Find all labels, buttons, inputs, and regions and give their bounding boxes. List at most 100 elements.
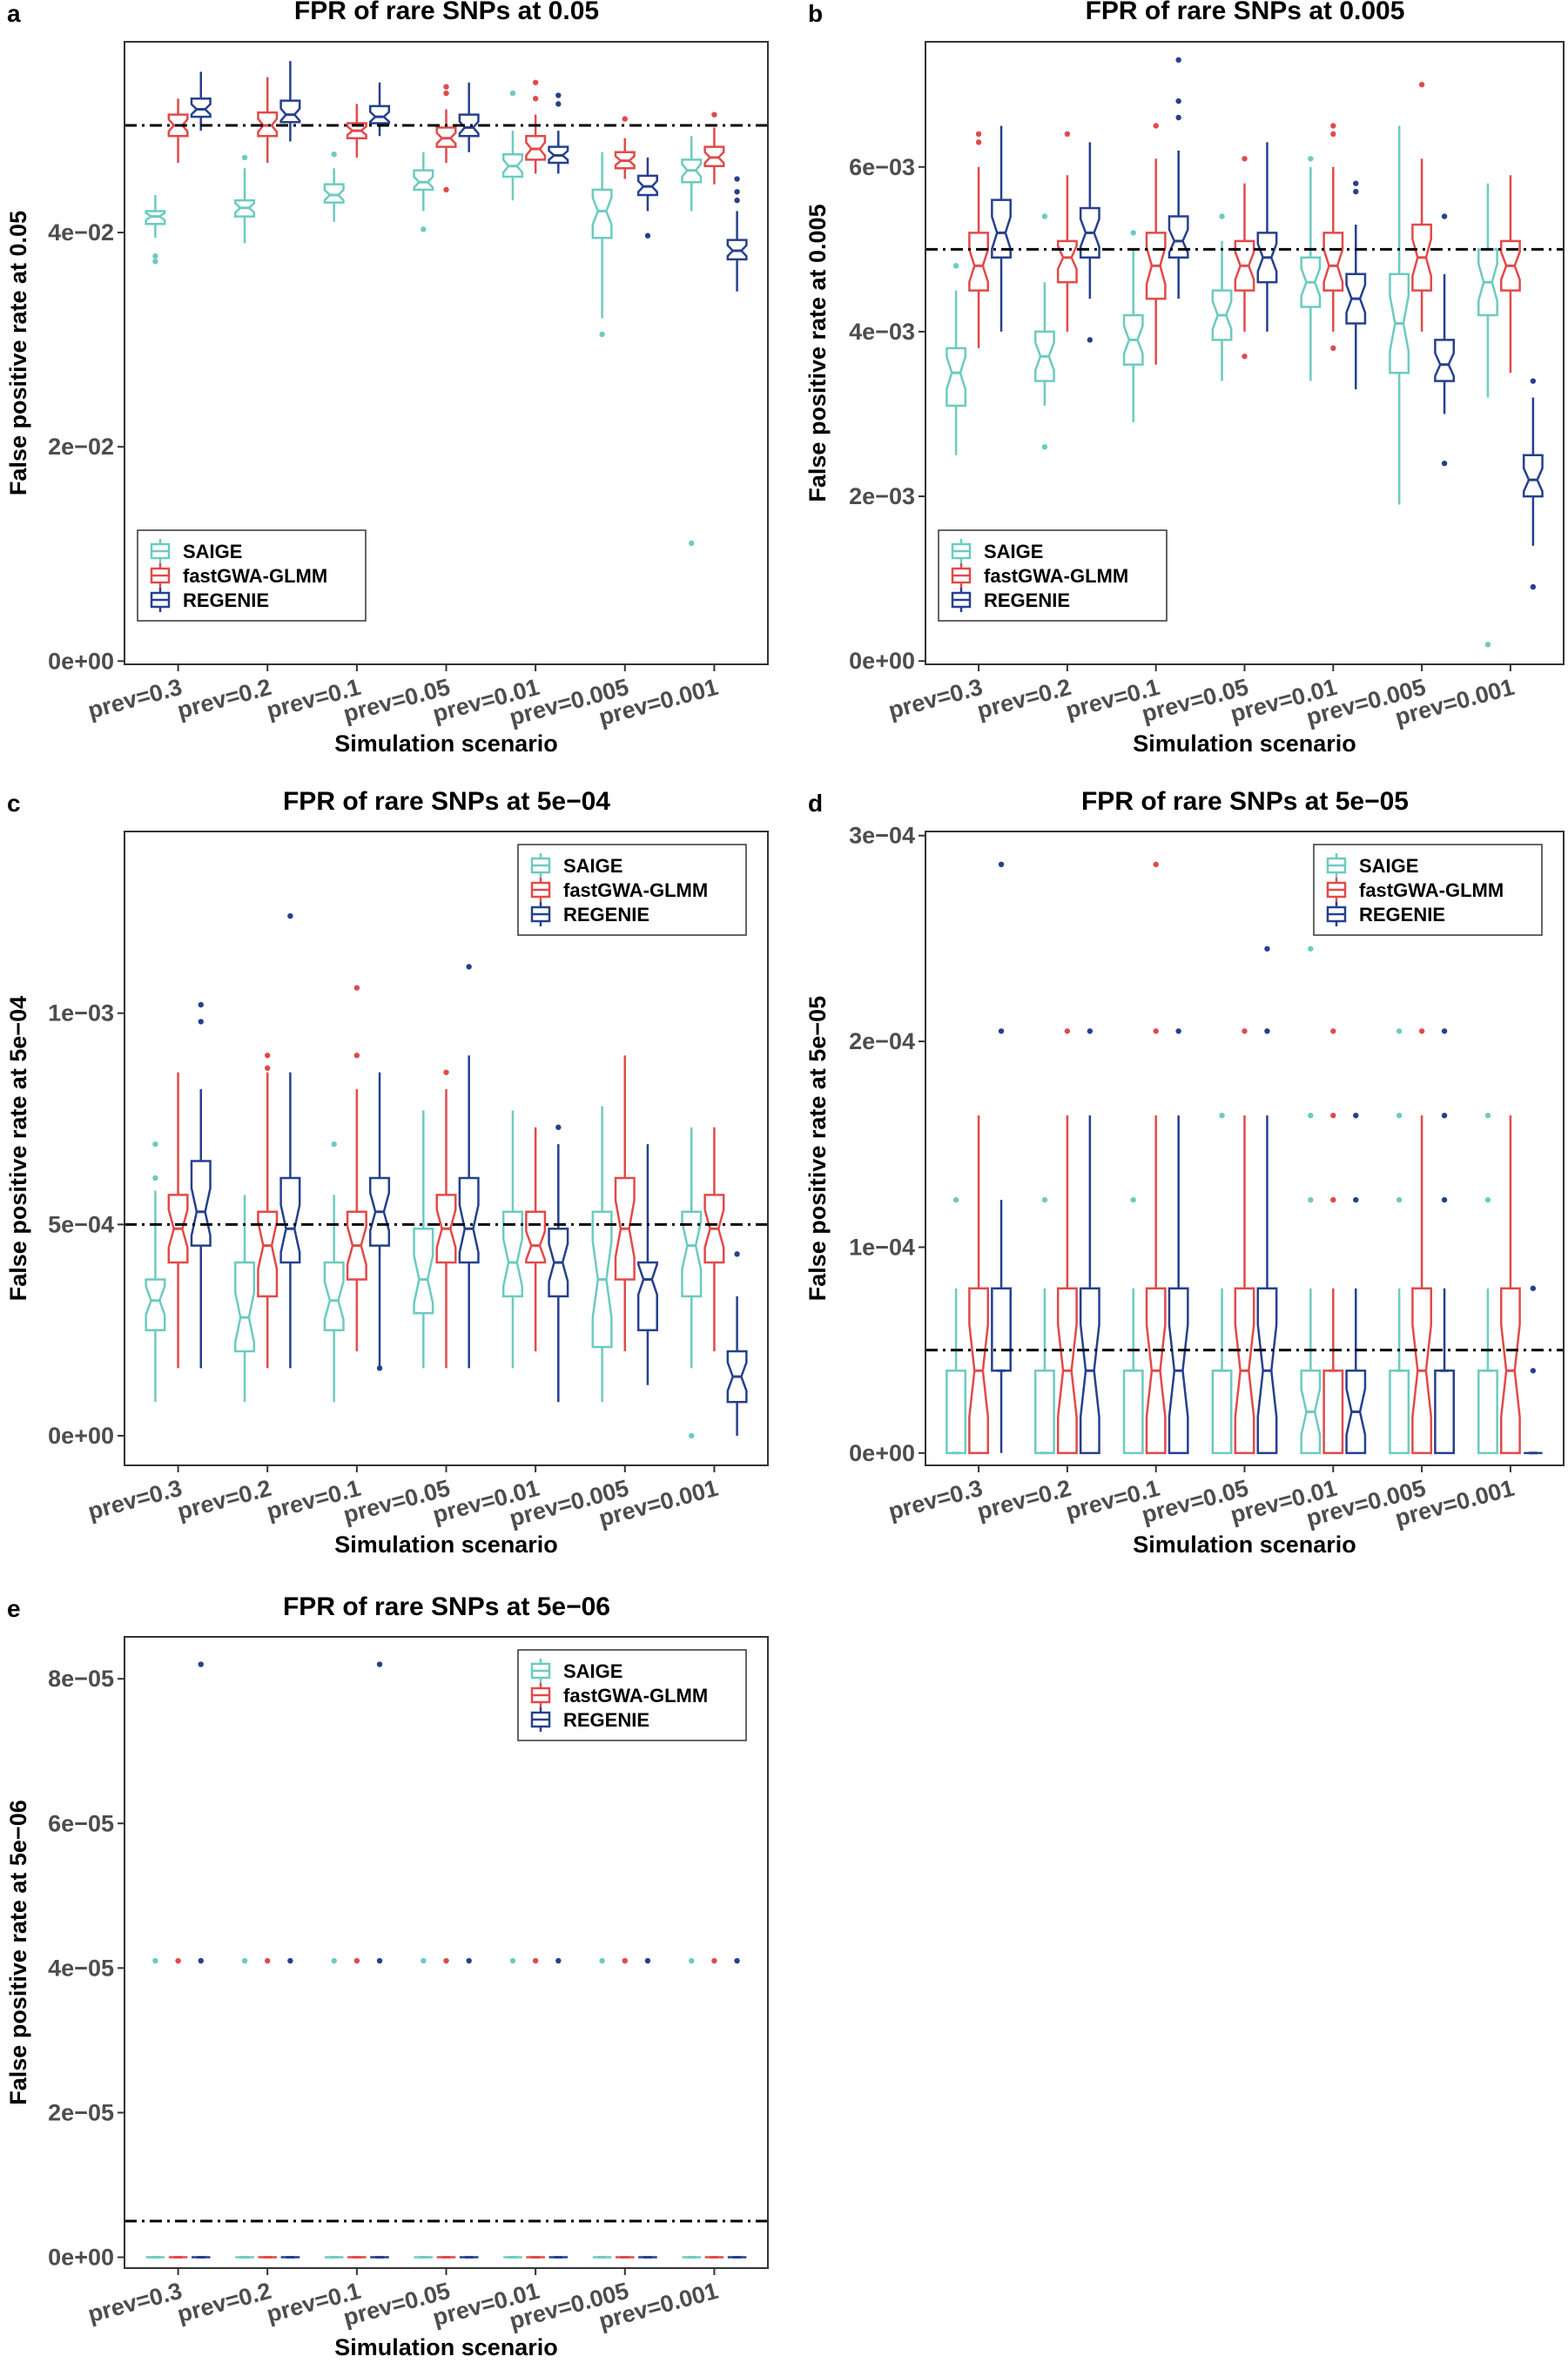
legend-label: fastGWA-GLMM <box>1359 879 1504 901</box>
box-saige-5 <box>1389 1028 1410 1455</box>
outlier-point <box>353 1053 360 1059</box>
outlier-point <box>1484 1196 1491 1203</box>
x-tick-label: prev=0.2 <box>174 674 273 724</box>
legend-label: SAIGE <box>984 541 1043 562</box>
box-regenie-5 <box>636 157 658 239</box>
box-fastgwa-glmm-3 <box>436 1957 456 2259</box>
outlier-point <box>152 259 158 265</box>
legend-label: fastGWA-GLMM <box>563 1685 708 1707</box>
box-saige-2 <box>1122 1196 1144 1455</box>
outlier-point <box>1064 131 1071 138</box>
x-tick-label: prev=0.2 <box>174 2278 273 2328</box>
outlier-point <box>1219 1112 1225 1119</box>
box-fastgwa-glmm-0 <box>968 1115 990 1455</box>
y-tick-label: 0e+00 <box>48 648 114 674</box>
y-axis-title: False positive rate at 5e−05 <box>804 996 831 1301</box>
box-body <box>636 1261 658 1331</box>
box-regenie-3 <box>459 1957 479 2259</box>
box-saige-5 <box>591 1106 613 1403</box>
outlier-point <box>1175 1028 1181 1034</box>
outlier-point <box>1530 378 1537 384</box>
box-fastgwa-glmm-5 <box>614 1055 636 1351</box>
box-saige-6 <box>682 1957 702 2259</box>
box-body <box>1522 454 1544 498</box>
panel-a: a FPR of rare SNPs at 0.05 0e+00 2e−02 4e−02… <box>5 0 769 757</box>
box-body <box>1389 1370 1410 1455</box>
x-tick-label: prev=0.3 <box>885 674 985 724</box>
outlier-point <box>1153 123 1159 129</box>
box-regenie-0 <box>991 125 1012 332</box>
plot-frame <box>124 41 769 665</box>
outlier-point <box>952 1196 959 1203</box>
box-saige-6 <box>681 1127 703 1439</box>
legend-item: fastGWA-GLMM <box>530 878 708 902</box>
box-regenie-6 <box>1524 1285 1543 1455</box>
box-fastgwa-glmm-4 <box>1322 1028 1344 1455</box>
outlier-point <box>1087 1028 1094 1034</box>
x-tick-label: prev=0.3 <box>85 1475 185 1525</box>
outlier-point <box>1175 57 1181 64</box>
box-saige-4 <box>501 1110 523 1369</box>
box-regenie-4 <box>548 92 569 174</box>
outlier-point <box>1484 642 1491 648</box>
box-body <box>946 1370 967 1455</box>
outlier-point <box>599 331 605 338</box>
outlier-point <box>1308 946 1314 952</box>
y-tick-label: 2e−05 <box>48 2099 114 2125</box>
outlier-point <box>466 964 472 970</box>
legend-item: SAIGE <box>530 1659 622 1683</box>
box-fastgwa-glmm-2 <box>347 1957 367 2259</box>
chart-title: FPR of rare SNPs at 0.05 <box>294 0 599 25</box>
box-fastgwa-glmm-1 <box>1056 131 1078 332</box>
outlier-point <box>1353 1196 1359 1203</box>
outlier-point <box>1441 1112 1448 1119</box>
box-saige-6 <box>681 136 703 547</box>
box-saige-0 <box>145 1141 166 1403</box>
outlier-point <box>689 1432 695 1439</box>
box-saige-0 <box>946 263 967 455</box>
outlier-point <box>998 1028 1005 1034</box>
outlier-point <box>443 1957 449 1964</box>
y-tick-label: 2e−03 <box>849 483 915 509</box>
outlier-point <box>152 252 158 259</box>
box-regenie-6 <box>726 1251 748 1437</box>
chart-title: FPR of rare SNPs at 5e−06 <box>283 1592 610 1621</box>
legend-item: REGENIE <box>530 1707 649 1732</box>
box-regenie-2 <box>370 1661 389 2259</box>
box-body <box>1434 339 1456 382</box>
legend-item: REGENIE <box>1326 902 1445 926</box>
outlier-point <box>734 189 740 195</box>
outlier-point <box>331 1957 337 1964</box>
box-fastgwa-glmm-6 <box>1499 1115 1521 1455</box>
box-regenie-2 <box>369 1072 391 1371</box>
plot-frame <box>124 831 769 1466</box>
box-body <box>323 183 345 204</box>
box-body <box>234 1261 256 1353</box>
box-regenie-6 <box>727 1957 747 2259</box>
outlier-point <box>734 197 740 204</box>
outlier-point <box>644 232 651 239</box>
box-fastgwa-glmm-2 <box>346 104 367 158</box>
outlier-point <box>975 139 982 145</box>
box-fastgwa-glmm-4 <box>1322 123 1344 352</box>
outlier-point <box>353 1957 360 1964</box>
box-saige-3 <box>413 151 434 232</box>
box-fastgwa-glmm-5 <box>1411 1028 1433 1455</box>
legend-label: fastGWA-GLMM <box>563 879 708 901</box>
outlier-point <box>1041 444 1048 450</box>
outlier-point <box>1130 230 1136 236</box>
outlier-point <box>599 1957 605 1964</box>
chart-title: FPR of rare SNPs at 5e−04 <box>283 787 610 816</box>
panel-c: c FPR of rare SNPs at 5e−04 0e+00 5e−04 1e−0… <box>5 787 769 1558</box>
box-body <box>145 1278 166 1331</box>
box-regenie-3 <box>458 82 480 152</box>
box-body <box>1477 1370 1498 1455</box>
plot-frame <box>124 1636 769 2269</box>
panel-letter: d <box>808 790 823 817</box>
box-fastgwa-glmm-6 <box>703 1127 725 1351</box>
legend-label: REGENIE <box>183 589 269 611</box>
outlier-point <box>1041 213 1048 219</box>
legend-item: REGENIE <box>951 588 1070 612</box>
box-regenie-1 <box>280 1957 300 2259</box>
